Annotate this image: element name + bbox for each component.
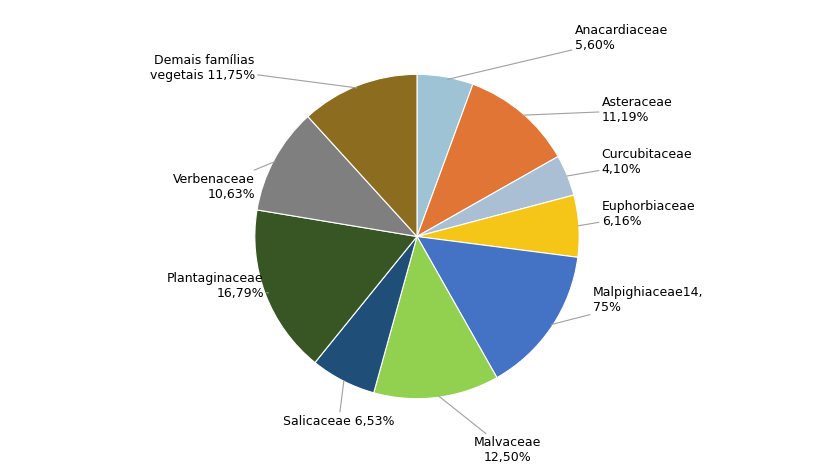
Text: Demais famílias
vegetais 11,75%: Demais famílias vegetais 11,75%	[149, 53, 357, 88]
Text: Malvaceae
12,50%: Malvaceae 12,50%	[439, 396, 540, 464]
Wedge shape	[417, 74, 473, 236]
Wedge shape	[417, 195, 579, 257]
Text: Salicaceae 6,53%: Salicaceae 6,53%	[283, 381, 394, 428]
Text: Euphorbiaceae
6,16%: Euphorbiaceae 6,16%	[578, 200, 696, 228]
Wedge shape	[257, 116, 417, 236]
Text: Curcubitaceae
4,10%: Curcubitaceae 4,10%	[567, 148, 692, 176]
Wedge shape	[417, 84, 558, 236]
Wedge shape	[417, 236, 578, 377]
Text: Plantaginaceae
16,79%: Plantaginaceae 16,79%	[167, 272, 269, 300]
Text: Asteraceae
11,19%: Asteraceae 11,19%	[523, 96, 672, 124]
Text: Verbenaceae
10,63%: Verbenaceae 10,63%	[173, 162, 275, 201]
Wedge shape	[374, 236, 497, 399]
Wedge shape	[417, 157, 574, 236]
Wedge shape	[315, 236, 417, 393]
Text: Anacardiaceae
5,60%: Anacardiaceae 5,60%	[448, 24, 668, 79]
Wedge shape	[308, 74, 417, 236]
Text: Malpighiaceae14,
75%: Malpighiaceae14, 75%	[551, 286, 703, 324]
Wedge shape	[255, 210, 417, 362]
